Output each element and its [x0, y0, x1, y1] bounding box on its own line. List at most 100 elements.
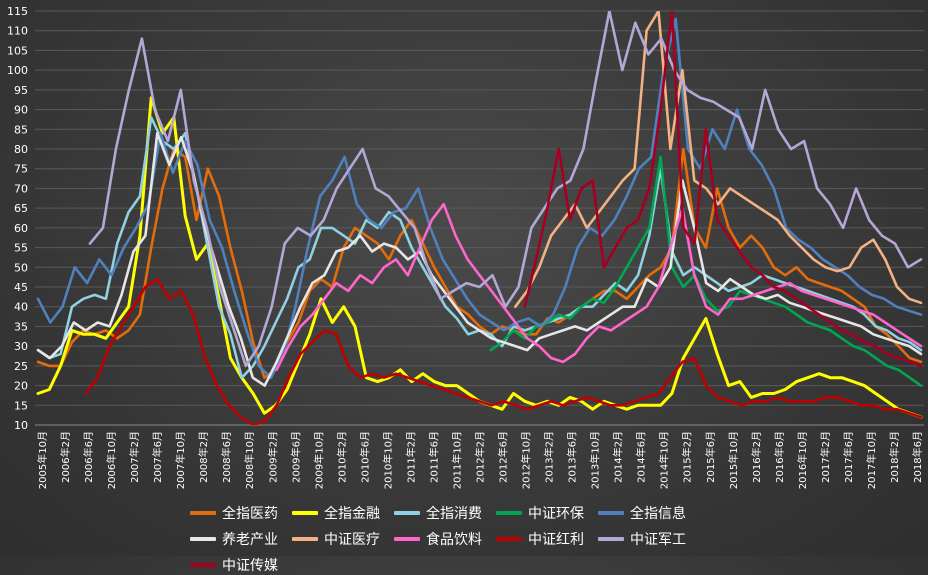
y-tick-label: 100 — [7, 64, 28, 77]
y-tick-label: 15 — [14, 399, 28, 412]
x-tick-label: 2008年2月 — [197, 431, 210, 483]
y-tick-label: 115 — [7, 5, 28, 18]
legend-item: 中证军工 — [598, 529, 686, 549]
x-tick-label: 2017年10月 — [865, 431, 878, 489]
x-tick-label: 2007年10月 — [174, 431, 187, 489]
y-tick-label: 75 — [14, 163, 28, 176]
y-tick-label: 70 — [14, 182, 28, 195]
x-tick-label: 2012年2月 — [474, 431, 487, 483]
legend-label: 食品饮料 — [426, 532, 482, 548]
gridlines — [35, 10, 924, 426]
x-axis: 2005年10月 2006年2月 2006年6月 2006年10月 2007年2月 200… — [35, 424, 924, 489]
series-line-养老产业 — [36, 131, 923, 387]
y-tick-label: 20 — [14, 380, 28, 393]
y-tick-label: 50 — [14, 261, 28, 274]
x-tick-label: 2011年2月 — [404, 431, 417, 483]
x-tick-label: 2011年10月 — [450, 431, 463, 489]
x-tick-label: 2006年2月 — [59, 431, 72, 483]
y-tick-label: 55 — [14, 242, 28, 255]
x-tick-label: 2010年10月 — [381, 431, 394, 489]
legend-swatch — [394, 537, 420, 541]
legend-label: 全指信息 — [630, 506, 686, 522]
y-tick-label: 60 — [14, 222, 28, 235]
x-tick-label: 2011年6月 — [427, 431, 440, 483]
x-tick-label: 2009年10月 — [312, 431, 325, 489]
legend-label: 全指医药 — [222, 506, 278, 522]
y-axis: 10 15 20 25 30 35 40 45 50 55 60 65 70 75 80 85 90 95 100 1… — [7, 5, 28, 432]
x-tick-label: 2017年2月 — [819, 431, 832, 483]
x-tick-label: 2008年6月 — [220, 431, 233, 483]
series-lines — [36, 11, 923, 425]
x-tick-label: 2015年2月 — [681, 431, 694, 483]
x-tick-label: 2017年6月 — [842, 431, 855, 483]
legend-swatch — [394, 511, 420, 515]
x-tick-label: 2006年10月 — [105, 431, 118, 489]
legend-item: 食品饮料 — [394, 529, 482, 549]
legend-label: 中证环保 — [528, 506, 584, 522]
y-tick-label: 45 — [14, 281, 28, 294]
x-tick-label: 2007年2月 — [128, 431, 141, 483]
legend-item: 养老产业 — [190, 529, 278, 549]
x-tick-label: 2018年2月 — [888, 431, 901, 483]
y-tick-label: 110 — [7, 25, 28, 38]
legend: 全指医药 全指金融 全指消费 中证环保 全指信息养老产业 中证医疗 食品饮料 中证红利 中证军工… — [190, 503, 750, 575]
legend-swatch — [190, 563, 216, 567]
series-line-全指信息 — [36, 17, 923, 379]
x-tick-label: 2005年10月 — [36, 431, 49, 489]
x-tick-label: 2016年6月 — [773, 431, 786, 483]
x-tick-label: 2013年10月 — [589, 431, 602, 489]
legend-item: 中证医疗 — [292, 529, 380, 549]
y-tick-label: 90 — [14, 104, 28, 117]
series-line-中证传媒 — [523, 11, 923, 368]
legend-swatch — [496, 537, 522, 541]
legend-item: 全指信息 — [598, 503, 686, 523]
x-tick-label: 2014年6月 — [635, 431, 648, 483]
legend-label: 中证军工 — [630, 532, 686, 548]
x-tick-label: 2014年2月 — [612, 431, 625, 483]
x-tick-label: 2013年6月 — [566, 431, 579, 483]
y-tick-label: 80 — [14, 143, 28, 156]
x-tick-label: 2013年2月 — [543, 431, 556, 483]
x-tick-label: 2007年6月 — [151, 431, 164, 483]
x-tick-label: 2006年6月 — [82, 431, 95, 483]
series-line-全指医药 — [36, 147, 923, 379]
series-line-食品饮料 — [275, 202, 923, 372]
legend-swatch — [190, 537, 216, 541]
legend-swatch — [190, 511, 216, 515]
legend-item: 中证红利 — [496, 529, 584, 549]
y-tick-label: 65 — [14, 202, 28, 215]
y-tick-label: 35 — [14, 320, 28, 333]
x-tick-label: 2008年10月 — [243, 431, 256, 489]
y-tick-label: 95 — [14, 84, 28, 97]
legend-item: 中证环保 — [496, 503, 584, 523]
legend-label: 养老产业 — [222, 532, 278, 548]
x-tick-label: 2015年10月 — [727, 431, 740, 489]
y-tick-label: 40 — [14, 301, 28, 314]
legend-label: 中证医疗 — [324, 532, 380, 548]
legend-item: 全指消费 — [394, 503, 482, 523]
legend-swatch — [292, 511, 318, 515]
x-tick-label: 2016年10月 — [796, 431, 809, 489]
legend-swatch — [292, 537, 318, 541]
legend-item: 全指医药 — [190, 503, 278, 523]
legend-swatch — [598, 537, 624, 541]
y-tick-label: 25 — [14, 360, 28, 373]
x-tick-label: 2012年6月 — [497, 431, 510, 483]
x-tick-label: 2018年6月 — [911, 431, 924, 483]
legend-label: 中证红利 — [528, 532, 584, 548]
series-line-中证医疗 — [514, 11, 923, 308]
y-tick-label: 105 — [7, 44, 28, 57]
line-chart: 10 15 20 25 30 35 40 45 50 55 60 65 70 75 80 85 90 95 100 1… — [7, 5, 924, 489]
legend-swatch — [598, 511, 624, 515]
legend-item: 全指金融 — [292, 503, 380, 523]
legend-label: 全指消费 — [426, 506, 482, 522]
x-tick-label: 2014年10月 — [658, 431, 671, 489]
y-tick-label: 10 — [14, 419, 28, 432]
legend-label: 全指金融 — [324, 506, 380, 522]
series-line-中证红利 — [84, 277, 923, 425]
x-tick-label: 2016年2月 — [750, 431, 763, 483]
x-tick-label: 2009年6月 — [289, 431, 302, 483]
x-tick-label: 2009年2月 — [266, 431, 279, 483]
x-tick-label: 2012年10月 — [520, 431, 533, 489]
y-tick-label: 30 — [14, 340, 28, 353]
